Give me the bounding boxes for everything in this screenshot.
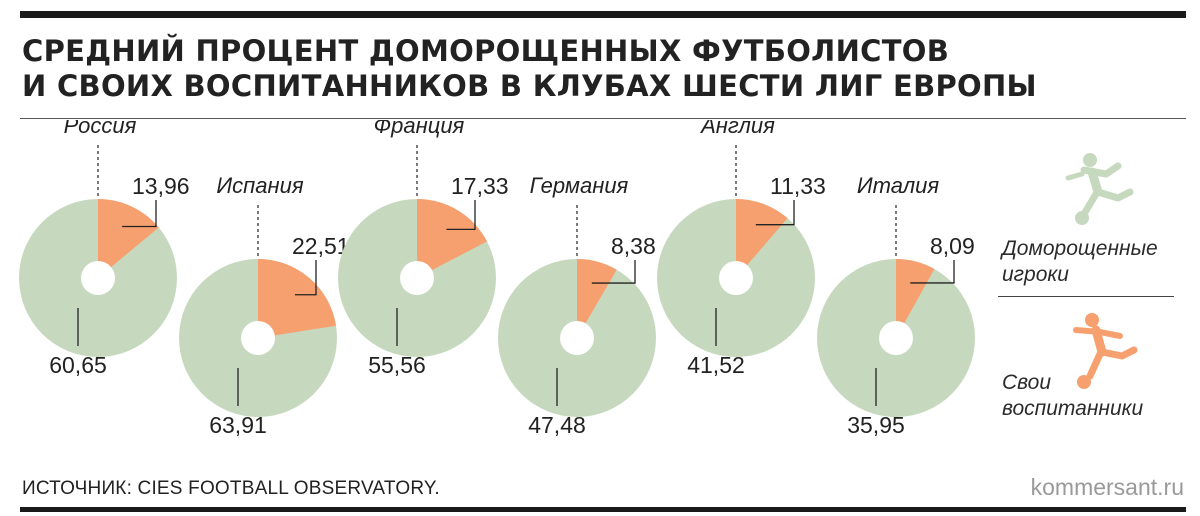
legend-own-trainees-label: Свои воспитанники xyxy=(1002,371,1144,420)
bottom-rule xyxy=(20,507,1186,512)
pie-6: Италия 8,09 35,95 xyxy=(817,173,975,438)
top-rule xyxy=(20,11,1186,18)
pie-4-own-trainees-slice xyxy=(577,259,617,338)
pie-5-home-value-label: 41,52 xyxy=(687,352,745,378)
pie-5-center-hole xyxy=(719,261,753,295)
pie-5: Англия 11,33 41,52 xyxy=(657,120,826,378)
pie-3-own-value-label: 17,33 xyxy=(451,173,509,199)
pie-5-own-value-label: 11,33 xyxy=(770,173,826,199)
pie-4-own-value-leader xyxy=(591,260,636,284)
chart-title-line-2: И СВОИХ ВОСПИТАННИКОВ В КЛУБАХ ШЕСТИ ЛИГ… xyxy=(22,69,1037,103)
pie-3-own-value-leader xyxy=(446,200,476,230)
pie-3-home-value-label: 55,56 xyxy=(368,352,426,378)
pie-1: Россия 13,96 60,65 xyxy=(19,120,190,378)
pie-5-own-trainees-slice xyxy=(736,199,788,278)
pie-4-home-value-label: 47,48 xyxy=(528,412,586,438)
title-divider xyxy=(20,118,1186,119)
pie-2-own-trainees-slice xyxy=(258,259,337,338)
pie-1-own-value-leader xyxy=(122,200,157,228)
pie-2-own-value-label: 22,51 xyxy=(292,233,350,259)
legend-home-grown-label: Доморощенные игроки xyxy=(1002,237,1158,286)
pie-4-country-label: Германия xyxy=(530,173,629,198)
pie-5-own-value-leader xyxy=(755,200,795,226)
pie-2-home-value-label: 63,91 xyxy=(209,412,267,438)
pie-3-own-trainees-slice xyxy=(417,199,488,278)
pie-charts: Россия 13,96 60,65 Испания 22,51 63,91 Франция… xyxy=(19,120,975,438)
pie-1-country-label: Россия xyxy=(64,120,137,138)
pie-6-own-trainees-slice xyxy=(896,259,935,338)
pie-5-country-label: Англия xyxy=(699,120,775,138)
legend-divider xyxy=(998,296,1174,297)
pie-1-home-value-label: 60,65 xyxy=(49,352,107,378)
pie-2-center-hole xyxy=(241,321,275,355)
pie-6-own-value-label: 8,09 xyxy=(930,233,975,259)
pie-3: Франция 17,33 55,56 xyxy=(338,120,509,378)
pie-2-country-label: Испания xyxy=(216,173,303,198)
own-trainee-player-icon xyxy=(1073,313,1138,389)
pie-6-own-value-leader xyxy=(910,260,955,284)
brand-logo-text: kommersant.ru xyxy=(1030,474,1184,500)
pie-2: Испания 22,51 63,91 xyxy=(179,173,350,438)
pie-1-center-hole xyxy=(81,261,115,295)
pie-4-center-hole xyxy=(560,321,594,355)
pie-1-own-value-label: 13,96 xyxy=(132,173,190,199)
pie-2-own-value-leader xyxy=(294,260,317,296)
source-note: ИСТОЧНИК: CIES FOOTBALL OBSERVATORY. xyxy=(22,478,440,499)
pie-1-own-trainees-slice xyxy=(98,199,159,278)
pie-6-home-value-label: 35,95 xyxy=(847,412,905,438)
pie-6-country-label: Италия xyxy=(857,173,939,198)
home-grown-player-icon xyxy=(1065,153,1134,225)
chart-title-line-1: СРЕДНИЙ ПРОЦЕНТ ДОМОРОЩЕННЫХ ФУТБОЛИСТОВ xyxy=(22,34,950,68)
pie-6-center-hole xyxy=(879,321,913,355)
pie-4-own-value-label: 8,38 xyxy=(611,233,656,259)
pie-3-country-label: Франция xyxy=(374,120,465,138)
pie-4: Германия 8,38 47,48 xyxy=(498,173,656,438)
chart-title: СРЕДНИЙ ПРОЦЕНТ ДОМОРОЩЕННЫХ ФУТБОЛИСТОВ… xyxy=(22,34,1182,104)
pie-3-center-hole xyxy=(400,261,434,295)
